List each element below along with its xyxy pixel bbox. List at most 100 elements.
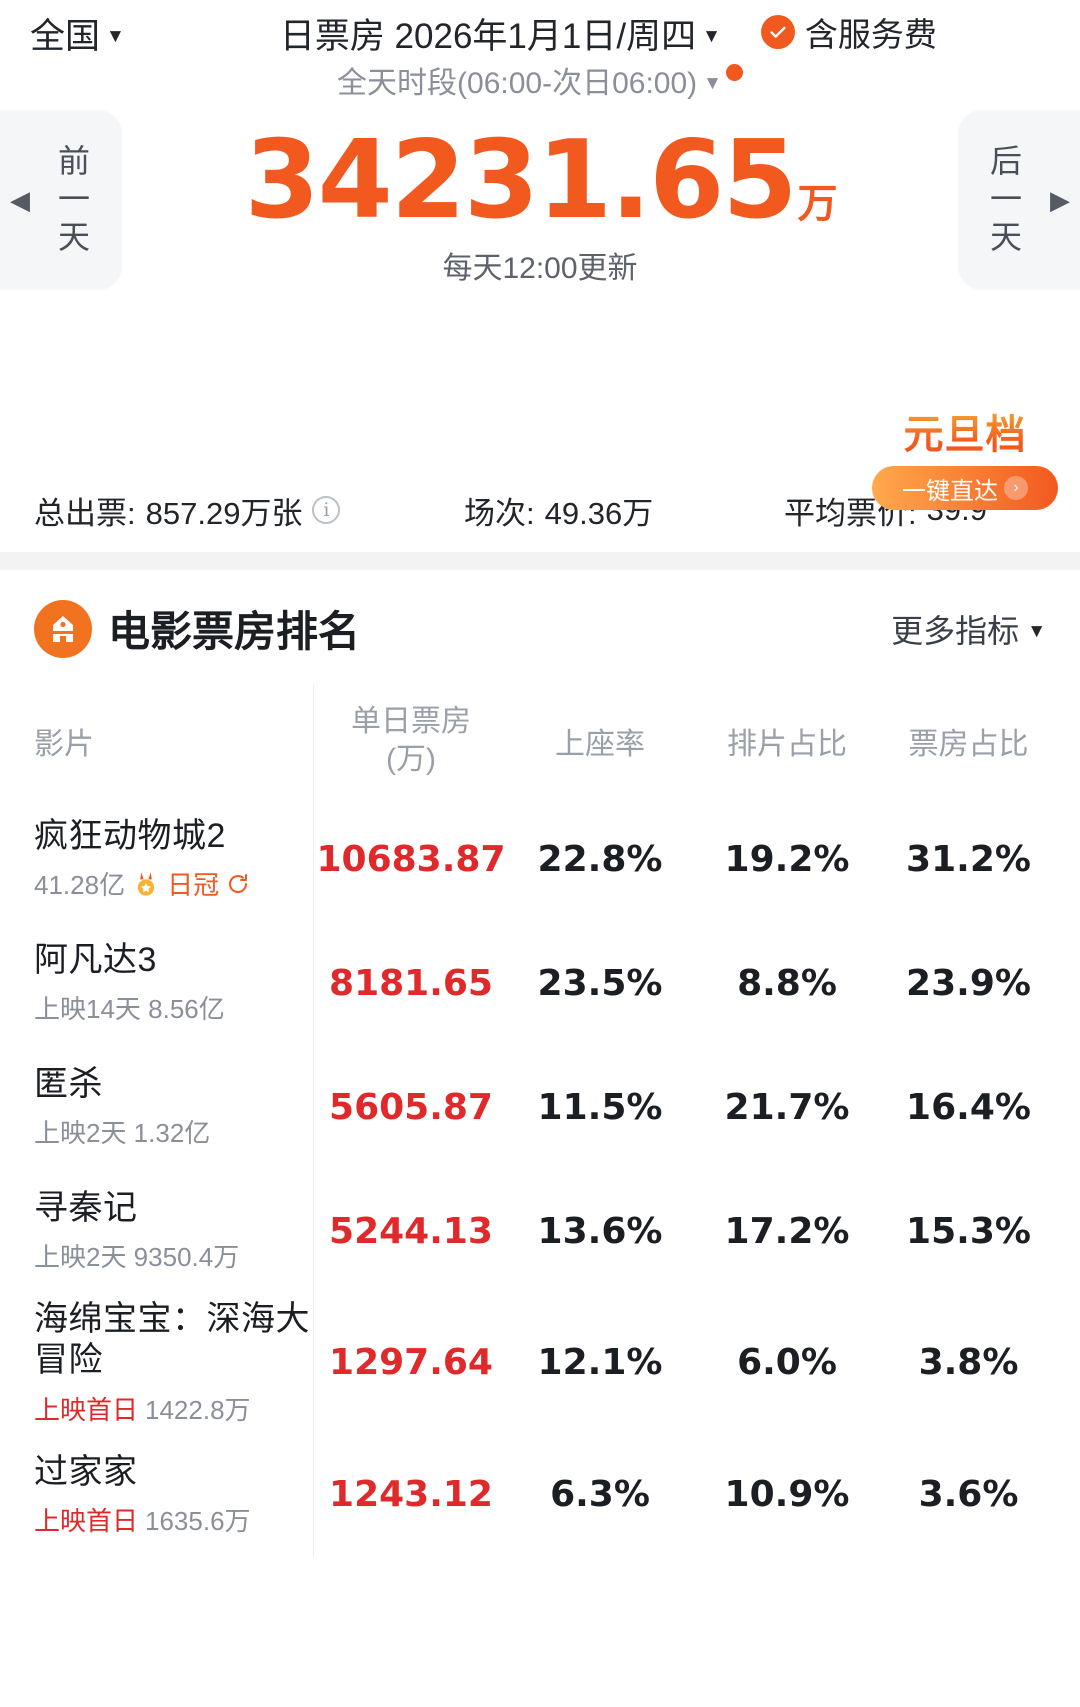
total-boxoffice-value: 34231.65万	[244, 124, 837, 237]
prev-day-button[interactable]: ◀ 前 一 天	[0, 110, 122, 290]
seat-rate: 23.5%	[537, 962, 663, 1004]
ranking-table: 影片 单日票房 (万) 上座率 排片占比 票房占比 疯狂动物城2 41.28亿	[0, 685, 1080, 1557]
film-subtitle: 上映2天 9350.4万	[34, 1237, 313, 1274]
col-header-show-share: 排片占比	[727, 728, 847, 761]
medal-icon	[137, 872, 155, 896]
box-share: 3.8%	[918, 1342, 1019, 1384]
film-title: 疯狂动物城2	[34, 816, 226, 855]
prev-day-char-1: 前	[58, 143, 91, 180]
col-header-seat-rate: 上座率	[555, 728, 645, 761]
chevron-down-icon: ▼	[106, 26, 125, 47]
box-share: 23.9%	[906, 962, 1031, 1004]
stat-showings-value: 49.36万	[544, 495, 654, 531]
next-day-char-1: 后	[989, 143, 1022, 180]
daily-boxoffice: 5244.13	[329, 1210, 493, 1252]
ranking-header: 电影票房排名 更多指标 ▼	[0, 570, 1080, 659]
film-title: 过家家	[34, 1452, 138, 1491]
summary-stats: 总出票: 857.29万张 i 场次: 49.36万 平均票价: 39.9	[0, 474, 1080, 546]
service-fee-toggle[interactable]: 含服务费	[760, 8, 937, 56]
notification-dot-icon	[725, 63, 743, 81]
film-cell: 寻秦记 上映2天 9350.4万	[0, 1188, 313, 1274]
table-row[interactable]: 寻秦记 上映2天 9350.4万 5244.13 13.6% 17.2% 15.…	[0, 1169, 1080, 1293]
stat-showings: 场次: 49.36万	[464, 488, 784, 533]
chevron-down-icon: ▼	[703, 72, 722, 94]
film-total-gross: 上映14天 8.56亿	[34, 994, 225, 1025]
region-label: 全国	[30, 17, 101, 56]
film-cell: 匿杀 上映2天 1.32亿	[0, 1064, 313, 1150]
table-row[interactable]: 匿杀 上映2天 1.32亿 5605.87 11.5% 21.7% 16.4%	[0, 1045, 1080, 1169]
next-day-button[interactable]: 后 一 天 ▶	[958, 110, 1080, 290]
ranking-title: 电影票房排名	[108, 608, 361, 655]
stat-tickets-value: 857.29万张	[145, 495, 303, 531]
region-selector[interactable]: 全国 ▼	[30, 8, 125, 59]
show-share: 19.2%	[724, 838, 850, 880]
timeslot-label: 全天时段(06:00-次日06:00)	[337, 67, 698, 100]
film-subtitle: 上映14天 8.56亿	[34, 989, 313, 1026]
refresh-icon[interactable]	[226, 872, 250, 896]
show-share: 17.2%	[724, 1210, 850, 1252]
daily-boxoffice: 10683.87	[316, 838, 506, 880]
col-header-box-share: 票房占比	[908, 728, 1029, 761]
more-metrics-button[interactable]: 更多指标 ▼	[891, 606, 1046, 652]
promo-banner[interactable]: 元旦档 一键直达 ›	[872, 402, 1058, 510]
table-row[interactable]: 阿凡达3 上映14天 8.56亿 8181.65 23.5% 8.8% 23.9…	[0, 921, 1080, 1045]
col-header-film: 影片	[34, 728, 94, 761]
update-note: 每天12:00更新	[442, 252, 638, 286]
box-share: 3.6%	[918, 1474, 1019, 1516]
table-row[interactable]: 海绵宝宝：深海大冒险 上映首日 1422.8万 1297.64 12.1% 6.…	[0, 1293, 1080, 1433]
film-title: 匿杀	[34, 1064, 103, 1103]
seat-rate: 13.6%	[537, 1210, 663, 1252]
more-metrics-label: 更多指标	[891, 612, 1020, 649]
info-icon[interactable]: i	[312, 496, 341, 524]
page-title: 日票房 2026年1月1日/周四	[279, 17, 697, 56]
next-day-label: 后 一 天	[990, 143, 1022, 256]
stat-showings-label: 场次:	[464, 495, 535, 531]
prev-day-char-2: 一	[58, 181, 91, 218]
champion-badge: 日冠	[167, 870, 220, 901]
next-day-char-2: 一	[989, 181, 1022, 218]
chevron-right-icon: ▶	[1050, 184, 1070, 215]
daily-boxoffice: 1297.64	[329, 1342, 493, 1384]
film-cell: 海绵宝宝：深海大冒险 上映首日 1422.8万	[0, 1299, 313, 1427]
show-share: 6.0%	[737, 1342, 837, 1384]
first-day-badge: 上映首日	[34, 1394, 139, 1425]
col-header-daily-label: 单日票房	[351, 704, 471, 738]
table-vertical-divider	[313, 685, 314, 1557]
seat-rate: 6.3%	[550, 1474, 650, 1516]
promo-button-label: 一键直达	[902, 477, 998, 505]
chevron-right-icon: ›	[1004, 476, 1028, 500]
film-total-gross: 41.28亿	[34, 870, 126, 901]
film-cell: 疯狂动物城2 41.28亿 日冠	[0, 816, 313, 902]
show-share: 8.8%	[737, 962, 837, 1004]
prev-day-label: 前 一 天	[58, 143, 90, 256]
promo-jump-button[interactable]: 一键直达 ›	[872, 466, 1058, 510]
table-row[interactable]: 过家家 上映首日 1635.6万 1243.12 6.3% 10.9% 3.6%	[0, 1433, 1080, 1557]
box-share: 31.2%	[906, 838, 1031, 880]
check-icon	[760, 15, 795, 49]
film-title: 海绵宝宝：深海大冒险	[34, 1300, 310, 1380]
film-total-gross: 1635.6万	[145, 1506, 251, 1537]
stat-tickets-label: 总出票:	[34, 495, 136, 531]
date-selector[interactable]: 日票房 2026年1月1日/周四 ▼	[280, 8, 721, 59]
stat-tickets: 总出票: 857.29万张 i	[34, 488, 464, 533]
film-subtitle: 上映首日 1635.6万	[34, 1501, 313, 1538]
promo-title: 元旦档	[872, 402, 1058, 460]
chevron-down-icon: ▼	[1027, 621, 1046, 642]
film-subtitle: 上映2天 1.32亿	[34, 1113, 313, 1150]
film-total-gross: 上映2天 1.32亿	[34, 1118, 211, 1149]
service-fee-label: 含服务费	[804, 16, 937, 53]
hero-section: ◀ 前 一 天 后 一 天 ▶ 34231.65万 每天12:00更新 元旦档 …	[0, 102, 1080, 510]
film-subtitle: 上映首日 1422.8万	[34, 1390, 313, 1427]
movie-ranking-icon	[34, 599, 92, 658]
top-bar: 全国 ▼ 日票房 2026年1月1日/周四 ▼ 含服务费	[0, 0, 1080, 60]
first-day-badge: 上映首日	[34, 1506, 139, 1537]
film-cell: 过家家 上映首日 1635.6万	[0, 1452, 313, 1538]
table-row[interactable]: 疯狂动物城2 41.28亿 日冠 10683.87 22.8%	[0, 797, 1080, 921]
film-total-gross: 上映2天 9350.4万	[34, 1242, 240, 1273]
box-share: 16.4%	[906, 1086, 1031, 1128]
timeslot-selector[interactable]: 全天时段(06:00-次日06:00) ▼	[0, 58, 1080, 102]
show-share: 21.7%	[724, 1086, 850, 1128]
total-boxoffice: 34231.65万 每天12:00更新	[0, 124, 1080, 287]
next-day-char-3: 天	[989, 218, 1022, 255]
